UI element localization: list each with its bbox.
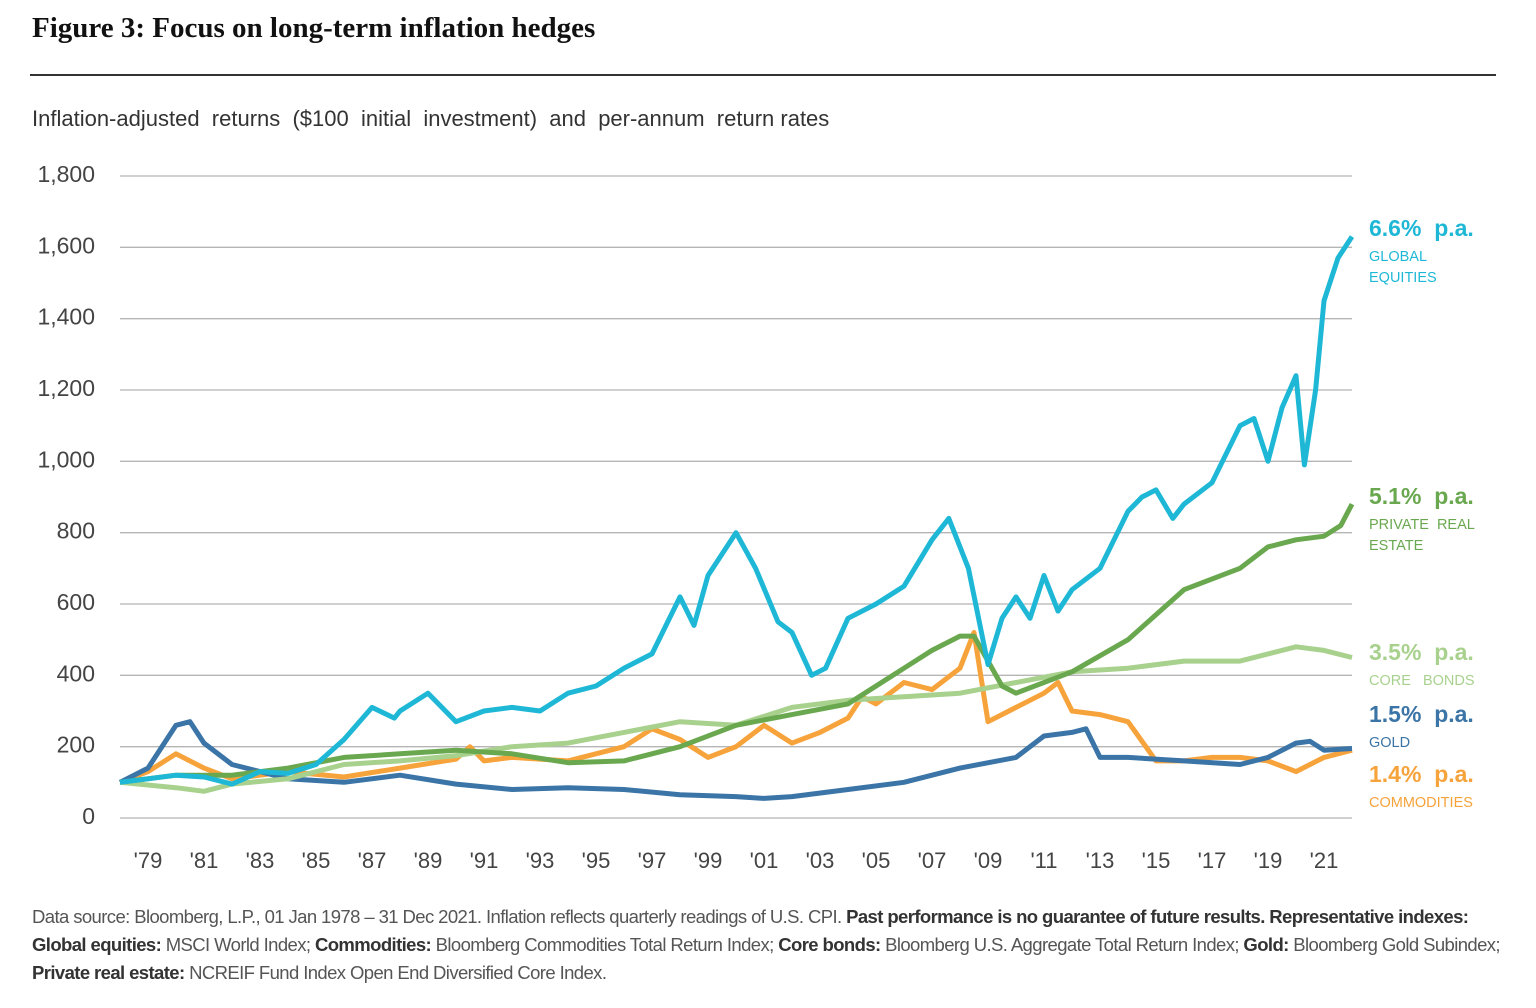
x-tick-label: '19	[1254, 848, 1283, 873]
series-rate: 1.5% p.a.	[1369, 701, 1474, 727]
footnote-text: Data source: Bloomberg, L.P., 01 Jan 197…	[32, 906, 847, 927]
footnote-text: Commodities:	[314, 934, 432, 955]
footnote-text: Private real estate:	[32, 962, 185, 983]
x-tick-label: '87	[358, 848, 387, 873]
x-tick-label: '15	[1142, 848, 1171, 873]
series-rate: 6.6% p.a.	[1369, 215, 1474, 241]
title-rule	[30, 74, 1496, 76]
x-tick-label: '05	[862, 848, 891, 873]
series-line	[118, 719, 1353, 801]
y-tick-label: 1,600	[37, 232, 95, 258]
footnote-text: Past performance is no guarantee of futu…	[32, 906, 1469, 955]
footnote: Data source: Bloomberg, L.P., 01 Jan 197…	[32, 903, 1502, 987]
series-line	[119, 235, 1355, 787]
x-tick-label: '81	[190, 848, 219, 873]
footnote-text: Gold:	[1243, 934, 1289, 955]
legend-label: EQUITIES	[1369, 270, 1437, 286]
y-tick-label: 1,200	[37, 375, 95, 401]
x-tick-label: '17	[1198, 848, 1227, 873]
series-rate: 5.1% p.a.	[1369, 483, 1474, 509]
y-tick-label: 1,000	[37, 446, 95, 472]
y-tick-label: 0	[82, 803, 95, 829]
series-line	[119, 502, 1355, 785]
y-tick-label: 600	[57, 589, 95, 615]
x-tick-label: '03	[806, 848, 835, 873]
y-tick-label: 200	[57, 732, 95, 758]
legend-label: COMMODITIES	[1369, 795, 1473, 811]
x-tick-label: '83	[246, 848, 275, 873]
legend-label: PRIVATE REAL	[1369, 517, 1475, 533]
x-tick-label: '99	[694, 848, 723, 873]
chart-title: Figure 3: Focus on long-term inflation h…	[32, 12, 596, 44]
x-tick-label: '93	[526, 848, 555, 873]
footnote-text: MSCI World Index;	[161, 934, 315, 955]
series-line	[119, 630, 1353, 785]
legend-label: CORE BONDS	[1369, 673, 1475, 689]
x-tick-label: '21	[1310, 848, 1339, 873]
x-tick-label: '01	[750, 848, 779, 873]
chart-subtitle: Inflation-adjusted returns ($100 initial…	[32, 106, 830, 131]
y-tick-label: 800	[57, 518, 95, 544]
series-rate: 1.4% p.a.	[1369, 761, 1474, 787]
x-tick-label: '95	[582, 848, 611, 873]
series-rate: 3.5% p.a.	[1369, 639, 1474, 665]
legend-label: GLOBAL	[1369, 249, 1427, 265]
y-tick-label: 400	[57, 660, 95, 686]
x-tick-label: '91	[470, 848, 499, 873]
x-tick-label: '13	[1086, 848, 1115, 873]
chart: 0 200 400 600 800 1,000 1,200 1,400 1,600 1,800 '7…	[37, 161, 1475, 873]
y-tick-label: 1,800	[37, 161, 95, 187]
x-tick-label: '11	[1030, 848, 1057, 873]
x-tick-label: '09	[974, 848, 1003, 873]
footnote-text: NCREIF Fund Index Open End Diversified C…	[184, 962, 607, 983]
footnote-text: Bloomberg U.S. Aggregate Total Return In…	[880, 934, 1244, 955]
x-tick-label: '79	[134, 848, 163, 873]
x-tick-label: '97	[638, 848, 667, 873]
y-tick-label: 1,400	[37, 304, 95, 330]
footnote-text: Bloomberg Commodities Total Return Index…	[431, 934, 779, 955]
x-tick-label: '85	[302, 848, 331, 873]
legend-label: GOLD	[1369, 735, 1410, 751]
x-tick-label: '89	[414, 848, 443, 873]
legend-label: ESTATE	[1369, 538, 1424, 554]
footnote-text: Bloomberg Gold Subindex;	[1288, 934, 1500, 955]
x-tick-label: '07	[918, 848, 947, 873]
footnote-text: Core bonds:	[778, 934, 881, 955]
